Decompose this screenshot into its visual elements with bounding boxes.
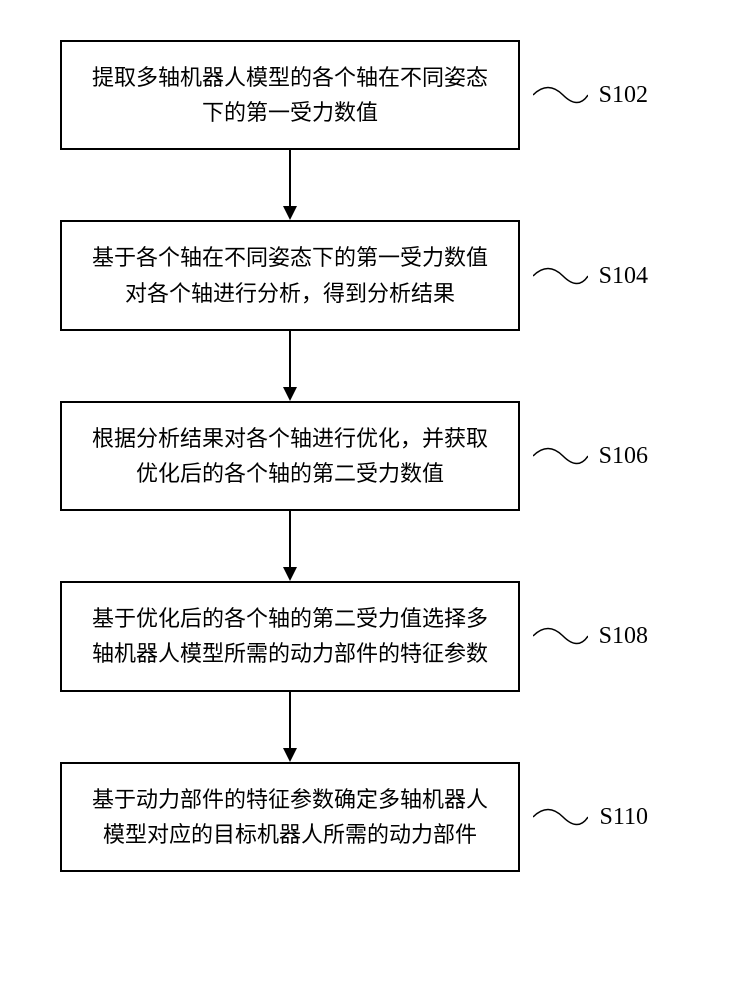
step-box: 基于动力部件的特征参数确定多轴机器人模型对应的目标机器人所需的动力部件 S110: [60, 762, 520, 872]
step-box: 根据分析结果对各个轴进行优化，并获取优化后的各个轴的第二受力数值 S106: [60, 401, 520, 511]
connector: [533, 256, 588, 296]
connector: [533, 75, 588, 115]
step-label: S110: [600, 797, 648, 835]
step-text: 提取多轴机器人模型的各个轴在不同姿态下的第一受力数值: [82, 60, 498, 130]
step-text: 基于动力部件的特征参数确定多轴机器人模型对应的目标机器人所需的动力部件: [82, 782, 498, 852]
step-text: 基于各个轴在不同姿态下的第一受力数值对各个轴进行分析，得到分析结果: [82, 240, 498, 310]
arrow: [60, 150, 520, 220]
step-label: S106: [599, 437, 648, 475]
connector: [533, 616, 588, 656]
step-label: S104: [599, 256, 648, 294]
arrow: [60, 511, 520, 581]
connector: [533, 797, 588, 837]
step-label: S108: [599, 617, 648, 655]
step-box: 提取多轴机器人模型的各个轴在不同姿态下的第一受力数值 S102: [60, 40, 520, 150]
step-text: 基于优化后的各个轴的第二受力值选择多轴机器人模型所需的动力部件的特征参数: [82, 601, 498, 671]
arrow: [60, 692, 520, 762]
step-box: 基于各个轴在不同姿态下的第一受力数值对各个轴进行分析，得到分析结果 S104: [60, 220, 520, 330]
connector: [533, 436, 588, 476]
step-label: S102: [599, 76, 648, 114]
arrow: [60, 331, 520, 401]
step-text: 根据分析结果对各个轴进行优化，并获取优化后的各个轴的第二受力数值: [82, 421, 498, 491]
step-box: 基于优化后的各个轴的第二受力值选择多轴机器人模型所需的动力部件的特征参数 S10…: [60, 581, 520, 691]
flowchart-container: 提取多轴机器人模型的各个轴在不同姿态下的第一受力数值 S102 基于各个轴在不同…: [60, 40, 680, 872]
